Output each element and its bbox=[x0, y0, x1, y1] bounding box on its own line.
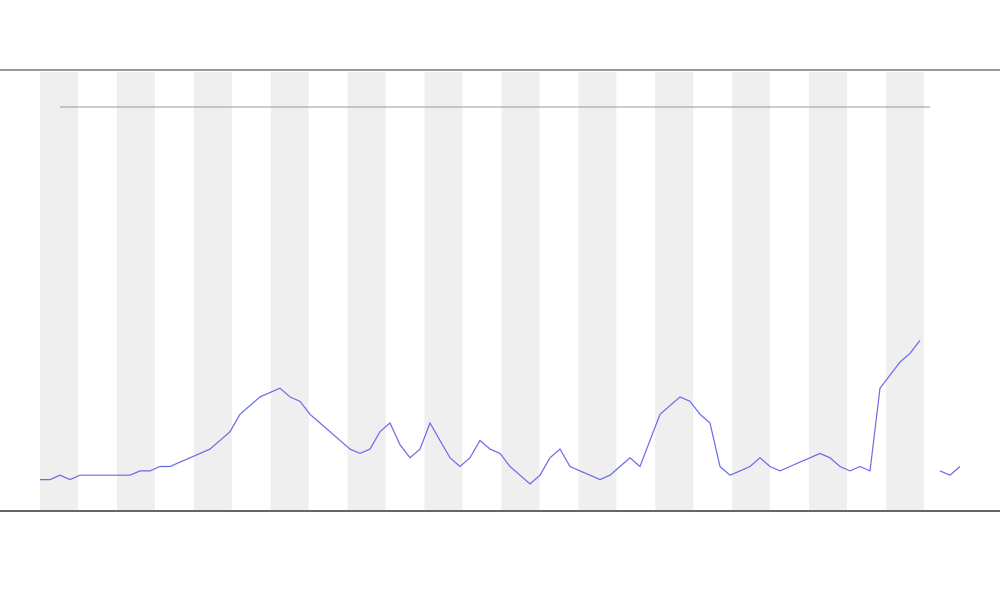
band bbox=[578, 72, 617, 510]
band bbox=[270, 72, 309, 510]
band bbox=[193, 72, 232, 510]
line bbox=[40, 340, 961, 485]
band bbox=[809, 72, 847, 510]
band bbox=[501, 72, 540, 510]
band bbox=[655, 72, 694, 510]
band bbox=[40, 72, 78, 510]
band bbox=[116, 72, 155, 510]
band bbox=[347, 72, 386, 510]
band bbox=[732, 72, 771, 510]
band bbox=[424, 72, 463, 510]
band bbox=[885, 72, 924, 510]
